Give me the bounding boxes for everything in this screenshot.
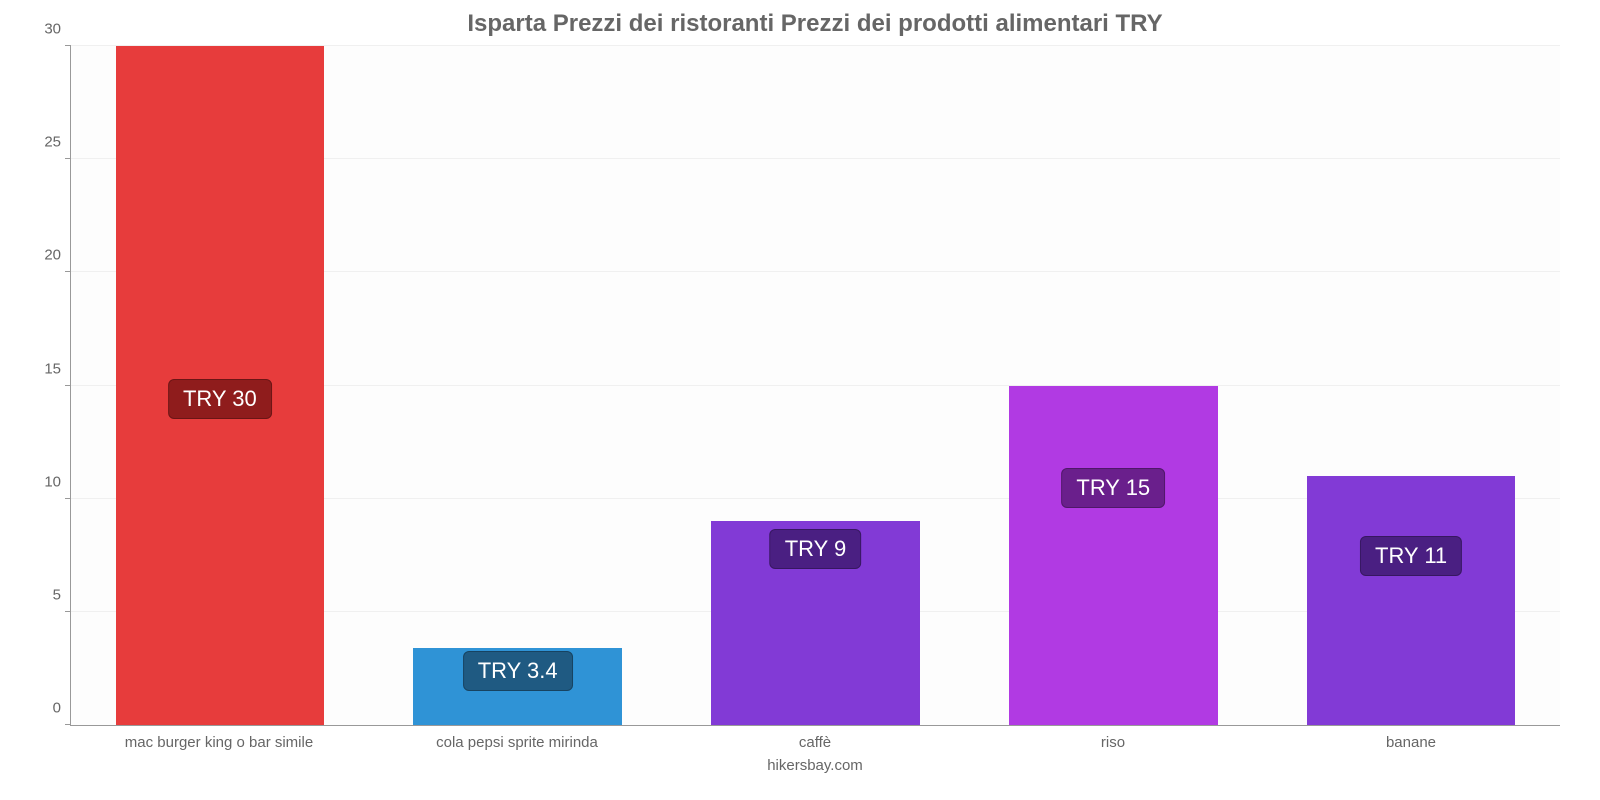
x-axis-labels: mac burger king o bar similecola pepsi s…: [70, 726, 1560, 751]
y-tick-label: 30: [44, 21, 61, 38]
value-badge: TRY 9: [770, 529, 862, 569]
bar: TRY 30: [116, 46, 324, 725]
x-axis-label: riso: [964, 726, 1262, 751]
bar: TRY 3.4: [413, 648, 621, 725]
bar: TRY 9: [711, 521, 919, 725]
price-bar-chart: Isparta Prezzi dei ristoranti Prezzi dei…: [0, 0, 1600, 800]
y-tick-label: 15: [44, 360, 61, 377]
bar: TRY 11: [1307, 476, 1515, 725]
bar: TRY 15: [1009, 386, 1217, 726]
bar-slot: TRY 9: [667, 46, 965, 725]
y-tick-label: 20: [44, 247, 61, 264]
x-axis-label: banane: [1262, 726, 1560, 751]
x-axis-label: mac burger king o bar simile: [70, 726, 368, 751]
plot-area: 051015202530 TRY 30TRY 3.4TRY 9TRY 15TRY…: [70, 46, 1560, 726]
y-tick-label: 10: [44, 473, 61, 490]
value-badge: TRY 30: [168, 379, 272, 419]
value-badge: TRY 11: [1360, 536, 1462, 576]
x-axis-label: cola pepsi sprite mirinda: [368, 726, 666, 751]
value-badge: TRY 15: [1061, 468, 1165, 508]
y-tick-label: 5: [53, 586, 61, 603]
value-badge: TRY 3.4: [463, 651, 573, 691]
x-axis-label: caffè: [666, 726, 964, 751]
bar-slot: TRY 11: [1262, 46, 1560, 725]
y-tick-label: 0: [53, 700, 61, 717]
bar-slot: TRY 30: [71, 46, 369, 725]
chart-title: Isparta Prezzi dei ristoranti Prezzi dei…: [70, 10, 1560, 38]
y-tick-label: 25: [44, 134, 61, 151]
bars-row: TRY 30 TRY 3.4 TRY 9 TRY 15 TRY 11: [71, 46, 1560, 725]
chart-credit: hikersbay.com: [70, 757, 1560, 774]
bar-slot: TRY 15: [964, 46, 1262, 725]
bar-slot: TRY 3.4: [369, 46, 667, 725]
